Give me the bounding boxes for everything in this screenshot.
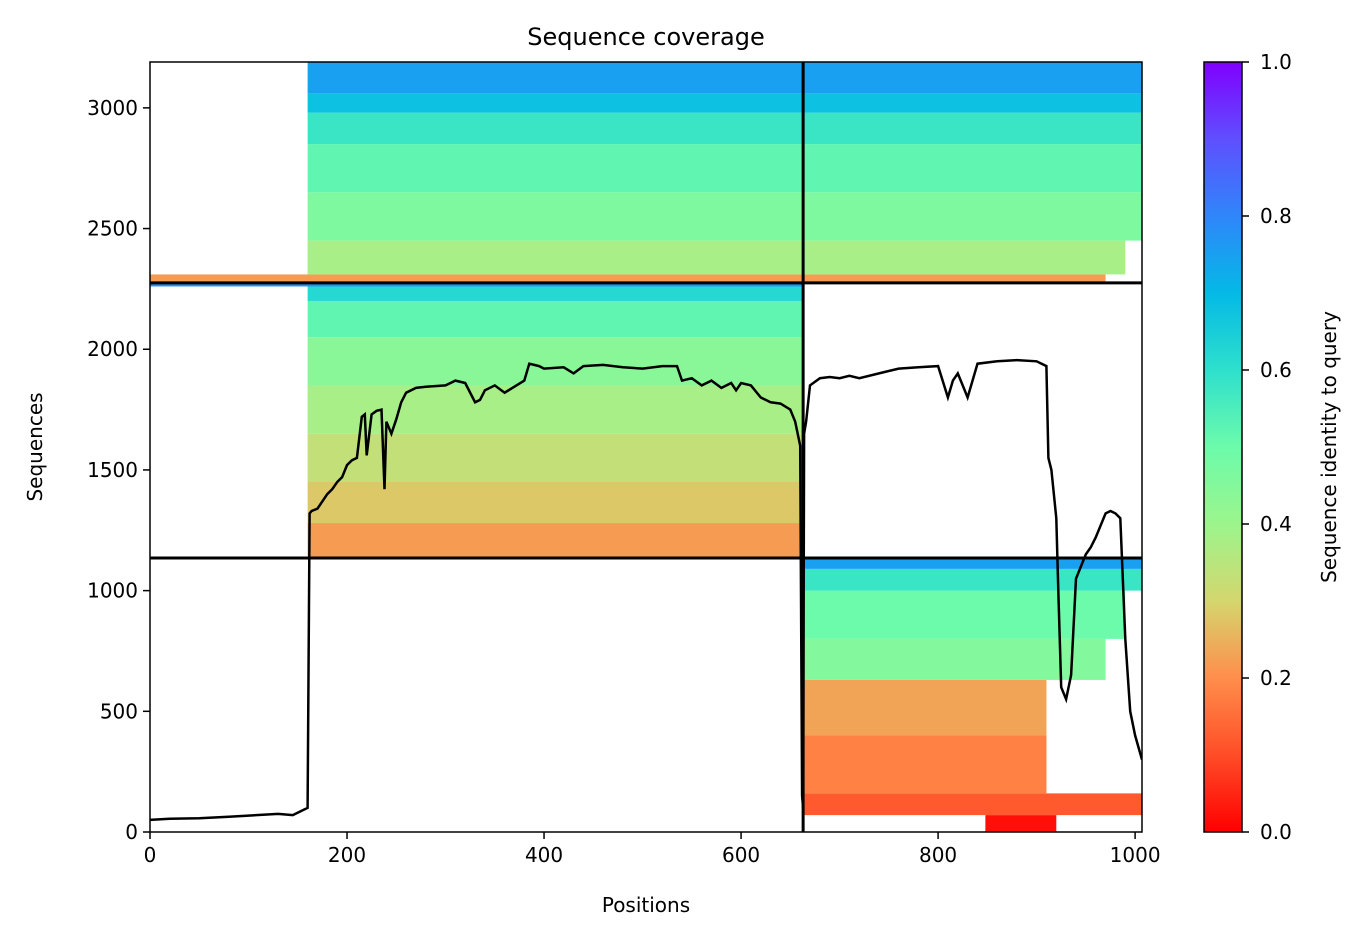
x-axis-ticks: 0 200 400 600 800 1000	[144, 832, 1161, 867]
heatmap-band-paired-0	[150, 274, 1106, 283]
heatmap-band-chain-A-only-4	[307, 385, 804, 434]
y-tick-label: 3000	[87, 96, 138, 120]
heatmap-band-paired-6	[307, 62, 1142, 94]
y-tick-label: 1500	[87, 458, 138, 482]
coverage-heatmap	[150, 62, 1142, 832]
heatmap-band-paired-2	[307, 192, 1142, 241]
heatmap-band-chain-B-only-0	[985, 815, 1057, 832]
heatmap-band-chain-A-only-7	[307, 286, 804, 301]
y-tick-label: 2500	[87, 217, 138, 241]
colorbar-tick-label: 1.0	[1260, 50, 1292, 74]
heatmap-band-paired-1	[307, 240, 1126, 275]
y-axis-ticks: 0 500 1000 1500 2000 2500 3000	[87, 96, 150, 844]
heatmap-band-paired-4	[307, 112, 1142, 145]
heatmap-band-chain-A-only-2	[307, 482, 804, 524]
y-tick-label: 500	[100, 699, 138, 723]
x-tick-label: 400	[525, 843, 563, 867]
heatmap-band-chain-B-only-2	[803, 735, 1047, 794]
heatmap-band-chain-B-only-4	[803, 638, 1106, 680]
x-tick-label: 600	[722, 843, 760, 867]
heatmap-band-chain-B-only-5	[803, 590, 1126, 639]
x-tick-label: 800	[919, 843, 957, 867]
heatmap-band-chain-A-only-3	[307, 433, 804, 482]
colorbar-tick-label: 0.4	[1260, 512, 1292, 536]
x-tick-label: 0	[144, 843, 157, 867]
colorbar-tick-label: 0.0	[1260, 820, 1292, 844]
heatmap-band-chain-B-only-1	[803, 793, 1142, 816]
x-axis-label: Positions	[602, 893, 690, 917]
heatmap-band-paired-5	[307, 93, 1142, 113]
y-axis-label: Sequences	[23, 392, 47, 501]
colorbar-ticks: 0.0 0.2 0.4 0.6 0.8 1.0	[1242, 50, 1292, 844]
y-tick-label: 2000	[87, 337, 138, 361]
heatmap-band-chain-A-only-1	[307, 523, 804, 557]
heatmap-band-chain-B-only-3	[803, 679, 1047, 736]
chart-title: Sequence coverage	[527, 23, 764, 51]
heatmap-band-chain-B-only-7	[803, 558, 1142, 569]
plot-frame	[149, 61, 1143, 833]
y-tick-label: 1000	[87, 579, 138, 603]
heatmap-band-chain-A-only-5	[307, 337, 804, 386]
colorbar-tick-label: 0.2	[1260, 666, 1292, 690]
heatmap-band-chain-A-only-8	[150, 282, 804, 287]
colorbar-tick-label: 0.8	[1260, 204, 1292, 228]
colorbar-tick-label: 0.6	[1260, 358, 1292, 382]
heatmap-band-chain-A-only-6	[307, 300, 804, 338]
heatmap-band-chain-B-only-6	[803, 568, 1142, 591]
heatmap-band-paired-3	[307, 144, 1142, 193]
colorbar	[1203, 61, 1243, 833]
x-tick-label: 200	[328, 843, 366, 867]
x-tick-label: 1000	[1110, 843, 1161, 867]
y-tick-label: 0	[125, 820, 138, 844]
colorbar-label: Sequence identity to query	[1317, 311, 1341, 583]
coverage-line	[150, 358, 1142, 822]
